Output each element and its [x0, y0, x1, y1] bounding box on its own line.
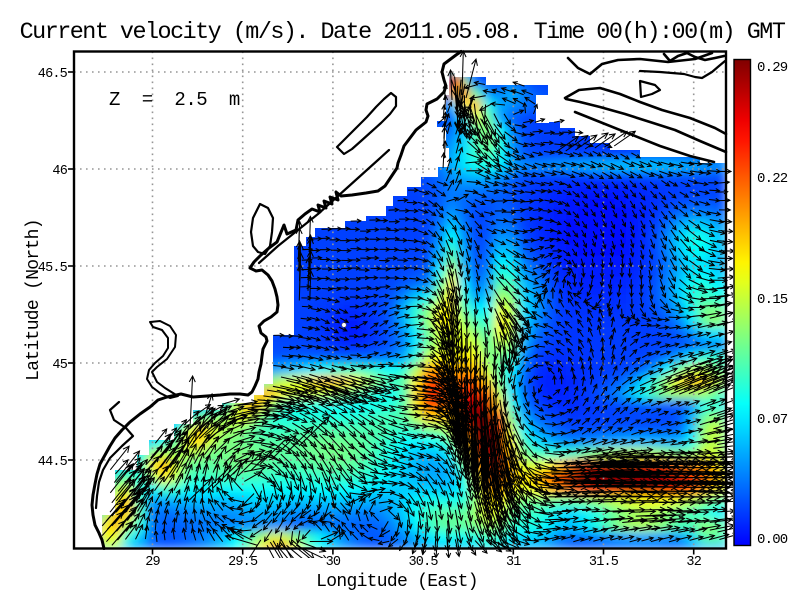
svg-text:44.5: 44.5 — [38, 455, 68, 470]
svg-text:0.15: 0.15 — [757, 292, 788, 308]
svg-text:32: 32 — [686, 555, 701, 570]
svg-text:30.5: 30.5 — [408, 555, 438, 570]
svg-text:Current velocity (m/s). Date 2: Current velocity (m/s). Date 2011.05.08.… — [20, 20, 786, 46]
svg-text:Longitude (East): Longitude (East) — [316, 572, 478, 592]
svg-text:0.07: 0.07 — [757, 412, 788, 428]
svg-text:46.5: 46.5 — [38, 67, 68, 82]
svg-text:29.5: 29.5 — [228, 555, 258, 570]
svg-text:31.5: 31.5 — [589, 555, 619, 570]
svg-text:0.29: 0.29 — [757, 60, 788, 76]
svg-text:46: 46 — [52, 164, 67, 179]
svg-text:29: 29 — [145, 555, 160, 570]
svg-text:0.00: 0.00 — [757, 532, 788, 548]
svg-text:Latitude (North): Latitude (North) — [24, 219, 44, 381]
svg-text:0.22: 0.22 — [757, 171, 788, 187]
svg-text:31: 31 — [506, 555, 521, 570]
svg-text:30: 30 — [326, 555, 341, 570]
svg-text:Z = 2.5 m: Z = 2.5 m — [109, 89, 240, 111]
svg-text:45: 45 — [52, 358, 67, 373]
